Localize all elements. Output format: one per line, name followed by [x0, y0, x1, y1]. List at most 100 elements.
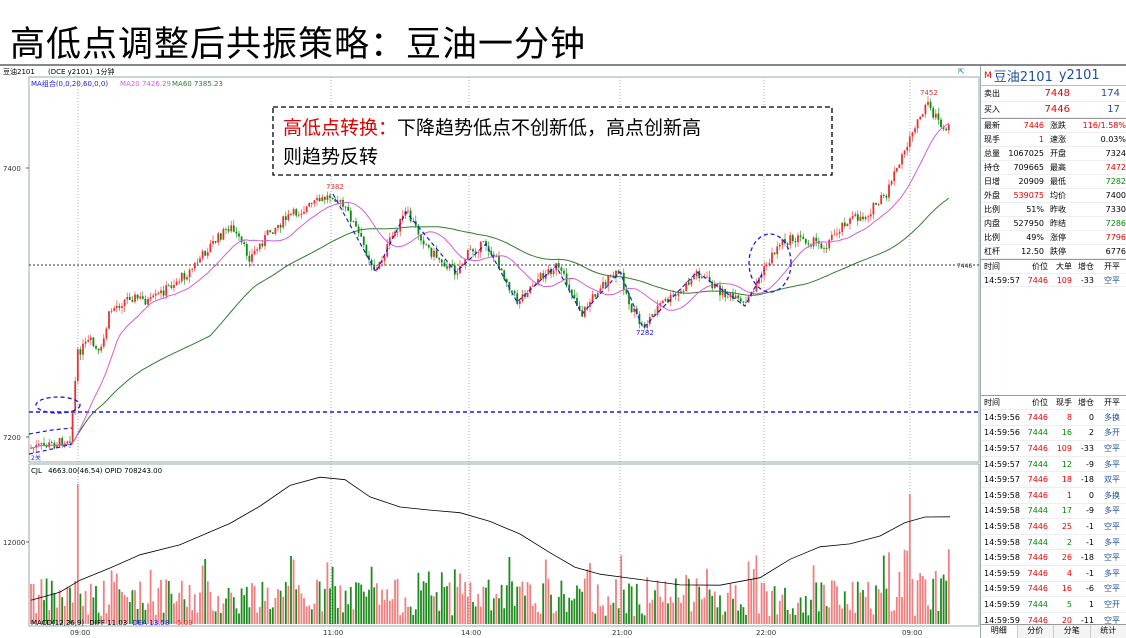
tab-detail[interactable]: 明细 — [981, 625, 1018, 638]
tick-row[interactable]: 14:59:59 7446 16 -6 空平 — [981, 582, 1126, 598]
tick-row[interactable]: 14:59:58 7444 2 -1 多平 — [981, 535, 1126, 551]
tick-row[interactable]: 14:59:57 7446 18 -18 双平 — [981, 472, 1126, 488]
volume-bar — [849, 609, 851, 624]
candle-body — [646, 323, 649, 328]
candle-body — [667, 298, 669, 303]
tick-row[interactable]: 14:59:58 7446 25 -1 空平 — [981, 519, 1126, 535]
tick-row[interactable]: 14:59:56 7446 8 0 多换 — [981, 410, 1126, 426]
volume-bar — [383, 600, 386, 624]
volume-bar — [635, 583, 638, 624]
volume-bar — [872, 614, 875, 624]
volume-bar — [633, 615, 636, 624]
candle-body — [425, 244, 428, 246]
candle-body — [862, 216, 864, 220]
volume-bar — [734, 585, 737, 624]
volume-bar — [282, 596, 285, 624]
candle-body — [110, 310, 113, 312]
buy-row[interactable]: 买入 7446 17 — [981, 102, 1126, 118]
bigorder-row[interactable]: 14:59:57 7446 109 -33 空平 — [981, 274, 1126, 287]
candle-body — [620, 272, 623, 274]
volume-bar — [833, 580, 836, 624]
candle-body — [841, 222, 844, 232]
volume-bar — [360, 584, 363, 624]
volume-bar — [505, 585, 508, 624]
volume-bar — [828, 607, 831, 624]
quote-tabs[interactable]: 明细 分价 分笔 统计 — [981, 624, 1126, 638]
quote-stats: 最新 7446 涨跌 116/1.58% 现手 1 速涨 0.03% 总量 1067025 开盘 73… — [981, 118, 1126, 259]
candle-body — [206, 252, 209, 256]
volume-bar — [628, 583, 630, 624]
candle-body — [635, 308, 638, 314]
candle-body — [815, 237, 818, 242]
ticks-list[interactable]: 14:59:56 7446 8 0 多换 14:59:56 7444 16 2 多开 14:59:5… — [981, 410, 1126, 638]
volume-bar — [817, 611, 820, 624]
candle-body — [310, 203, 313, 204]
volume-bar — [500, 584, 503, 624]
candle-body — [105, 328, 108, 339]
candle-body — [877, 204, 880, 205]
candle-body — [79, 349, 82, 355]
candle-body — [888, 184, 890, 198]
candle-body — [368, 255, 370, 260]
candle-body — [261, 243, 264, 247]
candle-body — [435, 250, 438, 258]
candle-body — [672, 294, 675, 296]
volume-bar — [851, 581, 854, 624]
sell-row[interactable]: 卖出 7448 174 — [981, 86, 1126, 102]
symbol-label[interactable]: 豆油2101 — [3, 67, 35, 76]
candle-body — [901, 154, 903, 165]
volume-bar — [165, 579, 168, 624]
volume-bar — [742, 607, 745, 624]
candle-body — [521, 294, 524, 302]
volume-bar — [591, 611, 594, 624]
tick-row[interactable]: 14:59:58 7444 17 -9 多平 — [981, 504, 1126, 520]
tick-row[interactable]: 14:59:58 7446 1 0 多换 — [981, 488, 1126, 504]
volume-bar — [318, 581, 321, 624]
tick-row[interactable]: 14:59:59 7446 4 -1 多平 — [981, 566, 1126, 582]
volume-bar — [375, 583, 378, 624]
candle-body — [802, 236, 805, 239]
kline-chart[interactable]: 豆油2101 (DCE y2101) 1分钟 MA组合(0,0,20,60,0,… — [0, 66, 980, 638]
candle-body — [287, 213, 290, 220]
candle-body — [300, 213, 303, 215]
candle-body — [188, 269, 191, 278]
volume-bar — [810, 599, 812, 624]
candle-body — [734, 295, 737, 299]
volume-bar — [583, 578, 586, 624]
candle-body — [654, 314, 656, 315]
stat-row: 比例 51% 昨收 7330 — [981, 203, 1126, 217]
volume-bar — [929, 609, 932, 624]
volume-bar — [903, 549, 906, 624]
candle-body — [152, 295, 155, 298]
svg-text:09:00: 09:00 — [70, 629, 90, 637]
volume-bar — [435, 592, 438, 624]
tab-stats[interactable]: 统计 — [1091, 625, 1126, 638]
tick-row[interactable]: 14:59:57 7444 12 -9 多平 — [981, 457, 1126, 473]
macd-legend[interactable]: MACD(12,26,9) DIFF 11.03 DEA 13.58 -5.09 — [31, 619, 193, 627]
candle-body — [56, 445, 58, 448]
volume-bar — [87, 614, 90, 624]
tab-trades[interactable]: 分笔 — [1054, 625, 1091, 638]
volume-bar — [919, 573, 922, 624]
volume-bar — [646, 577, 649, 624]
volume-bar — [248, 607, 251, 624]
candle-body — [797, 235, 799, 243]
candle-body — [245, 244, 248, 256]
tick-row[interactable]: 14:59:56 7444 16 2 多开 — [981, 426, 1126, 442]
candle-body — [279, 224, 282, 228]
volume-bar — [656, 580, 659, 624]
tick-row[interactable]: 14:59:57 7446 109 -33 空平 — [981, 441, 1126, 457]
volume-bar — [222, 603, 225, 624]
volume-bar — [253, 585, 256, 624]
expand-icon[interactable]: ⇱ — [958, 67, 965, 76]
candle-body — [407, 210, 409, 212]
tick-row[interactable]: 14:59:58 7446 26 -18 空平 — [981, 550, 1126, 566]
price-pane[interactable] — [28, 76, 980, 463]
volume-bar — [149, 569, 152, 624]
tick-row[interactable]: 14:59:59 7444 5 1 空开 — [981, 597, 1126, 613]
volume-bar — [201, 565, 204, 624]
candle-body — [134, 294, 136, 302]
period-selector[interactable]: 1分钟 — [96, 67, 114, 76]
tab-price[interactable]: 分价 — [1018, 625, 1054, 638]
candle-body — [58, 438, 61, 446]
